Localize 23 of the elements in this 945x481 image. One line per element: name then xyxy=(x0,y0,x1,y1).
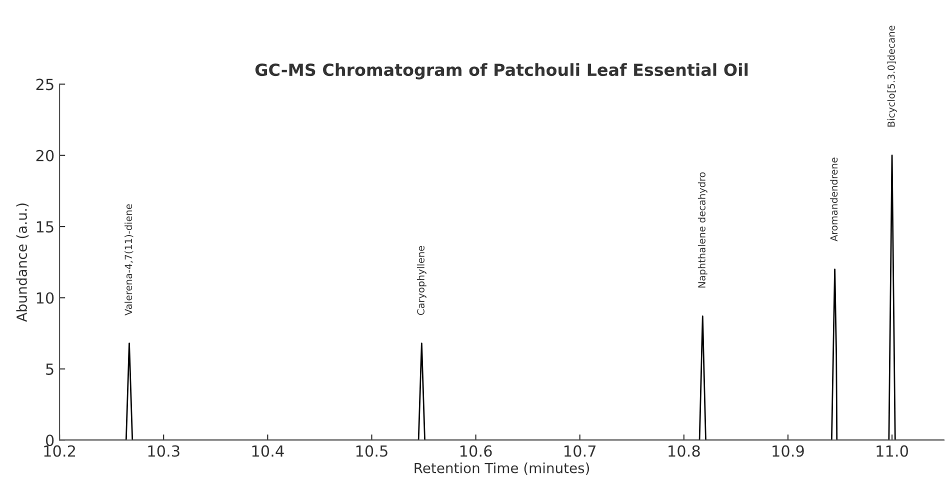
y-tick-label: 20 xyxy=(36,150,54,162)
annotation: Valerena-4,7(11)-diene xyxy=(124,204,134,316)
y-tick-label: 5 xyxy=(46,364,54,375)
x-tick-label: 10.8 xyxy=(668,445,700,457)
x-tick-label: 10.3 xyxy=(148,445,180,457)
x-tick-label: 10.4 xyxy=(252,445,284,457)
x-tick-label: 10.6 xyxy=(460,445,492,457)
y-tick-label: 10 xyxy=(36,292,54,304)
y-tick-label: 25 xyxy=(36,78,54,90)
y-axis-title: Abundance (a.u.) xyxy=(16,204,29,322)
annotation: Bicyclo[5.3.0]decane xyxy=(887,26,897,127)
x-tick-label: 10.5 xyxy=(356,445,388,457)
y-tick-label: 0 xyxy=(46,434,54,446)
annotation: Caryophyllene xyxy=(416,246,426,315)
chart-title: GC-MS Chromatogram of Patchouli Leaf Essential Oil xyxy=(255,63,748,80)
x-tick-label: 11.0 xyxy=(876,445,908,457)
y-tick-label: 15 xyxy=(36,221,54,233)
x-tick-label: 10.9 xyxy=(772,445,804,457)
x-tick-label: 10.7 xyxy=(564,445,596,457)
annotation: Naphthalene decahydro xyxy=(698,172,708,288)
x-tick-label: 10.2 xyxy=(44,445,76,457)
annotation: Aromandendrene xyxy=(830,158,838,242)
x-axis-title: Retention Time (minutes) xyxy=(414,462,590,475)
